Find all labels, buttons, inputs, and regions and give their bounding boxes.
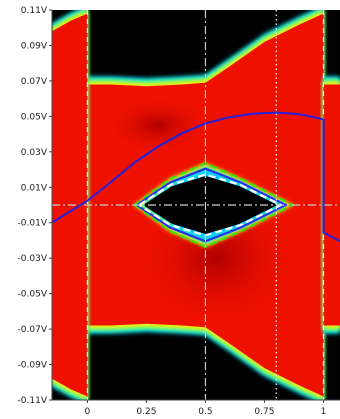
axes: 0.11V 0.09V 0.07V 0.05V 0.03V 0.01V -0.01V -0.0…: [18, 6, 340, 417]
y-tick-label: 0.05V: [21, 112, 48, 122]
plot-area: [52, 10, 340, 400]
x-tick-label: 0.25: [136, 407, 156, 417]
y-tick-label: 0.03V: [21, 148, 48, 158]
eye-contour-middle: [136, 167, 289, 243]
y-tick-label: -0.05V: [18, 290, 48, 300]
x-tick-label: 1: [321, 407, 327, 417]
y-tick-label: 0.09V: [21, 41, 48, 51]
eye-opening: [143, 176, 278, 234]
y-tick-label: -0.03V: [18, 254, 48, 264]
y-tick-label: 0.07V: [21, 77, 48, 87]
heat-core-upper: [113, 100, 204, 151]
x-tick-label: 0.5: [198, 407, 212, 417]
y-tick-label: -0.07V: [18, 325, 48, 335]
x-tick-label: 0.75: [254, 407, 274, 417]
y-tick-label: -0.11V: [18, 396, 48, 406]
reference-lines: [52, 10, 340, 400]
y-tick-label: -0.09V: [18, 361, 48, 371]
bathtub-curve: [52, 111, 340, 243]
x-tick-label: 0: [85, 407, 91, 417]
bathtub-curve-layer: [52, 111, 340, 243]
eye-density-heatmap: [52, 10, 340, 400]
y-tick-label: -0.01V: [18, 219, 48, 229]
y-tick-label: 0.01V: [21, 183, 48, 193]
y-tick-label: 0.11V: [21, 6, 48, 16]
